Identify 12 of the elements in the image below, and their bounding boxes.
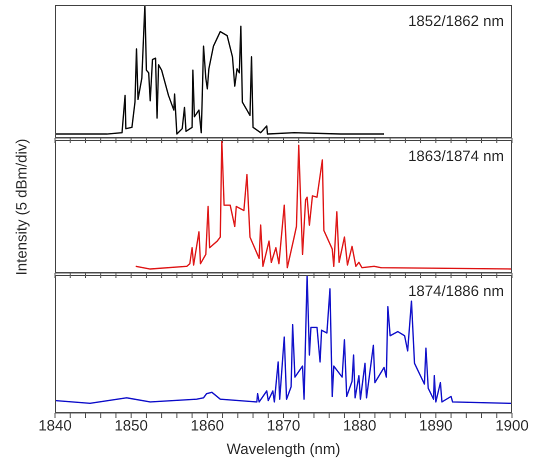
annotation: 1852/1862 nm <box>408 13 504 30</box>
y-axis-title: Intensity (5 dBm/div) <box>14 138 30 275</box>
annotation: 1863/1874 nm <box>408 148 504 165</box>
x-tick-label: 1890 <box>419 418 453 435</box>
x-tick-label: 1860 <box>190 418 224 435</box>
x-axis-title: Wavelength (nm) <box>226 441 342 458</box>
x-tick-label: 1840 <box>38 418 72 435</box>
annotation: 1874/1886 nm <box>408 283 504 300</box>
x-tick-label: 1870 <box>266 418 300 435</box>
x-tick-label: 1850 <box>114 418 148 435</box>
x-tick-label: 1880 <box>342 418 376 435</box>
x-tick-label: 1900 <box>495 418 529 435</box>
